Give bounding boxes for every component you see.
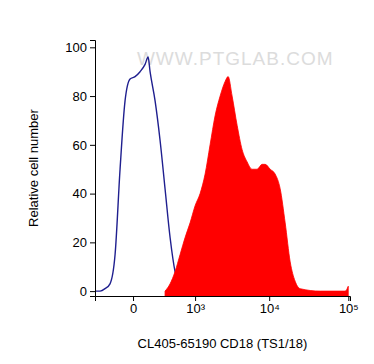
x-tick-label: 10⁴ (260, 301, 280, 316)
y-tick-mark (90, 242, 95, 243)
histogram-area (165, 77, 348, 296)
y-tick: 0 (80, 284, 95, 299)
x-tick-label: 10⁵ (339, 301, 359, 316)
y-tick: 100 (65, 40, 95, 55)
x-tick-label: 10³ (186, 301, 205, 316)
x-axis: 0 10³ 10⁴ 10⁵ (96, 296, 359, 316)
histogram-line (95, 57, 190, 291)
x-tick: 0 (130, 296, 137, 316)
y-axis: 0 20 40 60 80 100 (65, 40, 95, 299)
x-tick-label: 0 (130, 301, 137, 316)
y-tick: 60 (73, 137, 95, 152)
y-tick-mark (90, 194, 95, 195)
y-tick-label: 20 (73, 235, 87, 250)
y-tick-mark (90, 291, 95, 292)
y-tick-label: 60 (73, 137, 87, 152)
y-tick-mark (90, 47, 95, 48)
y-axis-line (90, 41, 96, 297)
x-tick: 10⁵ (339, 296, 359, 316)
y-tick-mark (90, 145, 95, 146)
chart: WWW.PTGLAB.COM 0 10³ 10⁴ 10⁵ 0 20 40 60 80 100 CL40… (0, 0, 374, 364)
y-tick-mark (90, 96, 95, 97)
y-tick: 80 (73, 89, 95, 104)
marks (95, 57, 348, 296)
x-tick: 10⁴ (260, 296, 280, 316)
y-tick: 20 (73, 235, 95, 250)
y-axis-title: Relative cell number (26, 108, 41, 226)
watermark: WWW.PTGLAB.COM (137, 48, 334, 69)
y-tick-label: 80 (73, 89, 87, 104)
x-tick: 10³ (186, 296, 205, 316)
y-tick-label: 40 (73, 186, 87, 201)
y-tick-label: 0 (80, 284, 87, 299)
x-axis-title: CL405-65190 CD18 (TS1/18) (138, 336, 308, 351)
y-tick: 40 (73, 186, 95, 201)
y-tick-label: 100 (65, 40, 87, 55)
